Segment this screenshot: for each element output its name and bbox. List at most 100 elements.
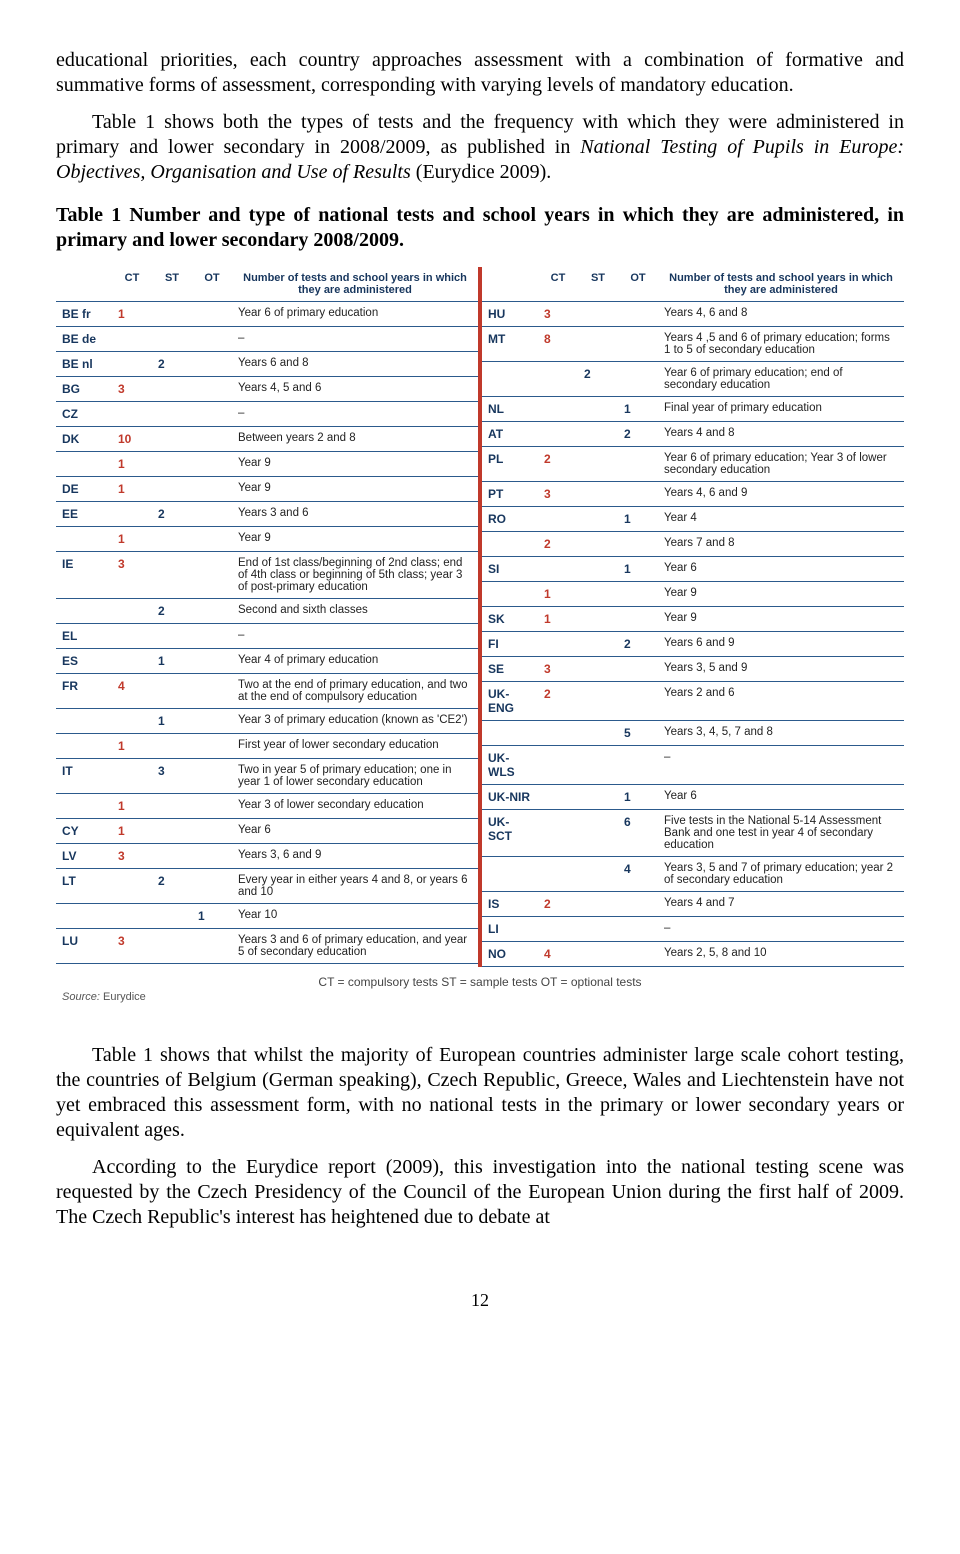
th-st: ST — [578, 267, 618, 302]
country-code-cell — [56, 599, 112, 624]
table-row: 5Years 3, 4, 5, 7 and 8 — [482, 721, 904, 746]
ot-cell: 4 — [618, 857, 658, 892]
table-left-inner: CT ST OT Number of tests and school year… — [56, 267, 478, 964]
ot-cell — [192, 674, 232, 709]
ct-cell: 1 — [112, 302, 152, 327]
ct-cell: 4 — [538, 942, 578, 967]
country-code-cell: RO — [482, 507, 538, 532]
ct-cell — [538, 557, 578, 582]
ct-cell — [538, 810, 578, 857]
desc-cell: Years 2, 5, 8 and 10 — [658, 942, 904, 967]
desc-cell: Year 6 of primary education; end of seco… — [658, 362, 904, 397]
country-code-cell: DE — [56, 477, 112, 502]
desc-cell: Years 4, 6 and 8 — [658, 302, 904, 327]
ot-cell — [618, 917, 658, 942]
ct-cell — [538, 507, 578, 532]
ct-cell: 3 — [538, 302, 578, 327]
st-cell — [578, 397, 618, 422]
ct-cell — [112, 599, 152, 624]
table-row: MT8Years 4 ,5 and 6 of primary education… — [482, 327, 904, 362]
country-code-cell — [482, 721, 538, 746]
st-cell — [578, 746, 618, 785]
country-code-cell — [482, 857, 538, 892]
st-cell — [578, 632, 618, 657]
country-code-cell: FI — [482, 632, 538, 657]
country-code-cell: LV — [56, 844, 112, 869]
ct-cell — [538, 721, 578, 746]
ot-cell — [192, 302, 232, 327]
table-row: 2 Years 7 and 8 — [482, 532, 904, 557]
table-row: RO1Year 4 — [482, 507, 904, 532]
intro-para-2: Table 1 shows both the types of tests an… — [56, 110, 904, 185]
desc-cell: Year 9 — [658, 607, 904, 632]
st-cell — [152, 452, 192, 477]
country-code-cell: IE — [56, 552, 112, 599]
st-cell — [578, 422, 618, 447]
source-label: Source: — [62, 991, 100, 1003]
desc-cell: Year 3 of lower secondary education — [232, 794, 478, 819]
ot-cell — [618, 327, 658, 362]
page-number: 12 — [56, 1290, 904, 1311]
ot-cell — [192, 759, 232, 794]
desc-cell: – — [658, 746, 904, 785]
table-row: IS2Years 4 and 7 — [482, 892, 904, 917]
ct-cell — [112, 624, 152, 649]
desc-cell: Years 3 and 6 of primary education, and … — [232, 929, 478, 964]
desc-cell: Year 6 of primary education; Year 3 of l… — [658, 447, 904, 482]
country-code-cell: LT — [56, 869, 112, 904]
st-cell — [152, 302, 192, 327]
country-code-cell — [482, 582, 538, 607]
st-cell — [578, 607, 618, 632]
table-right-inner: CT ST OT Number of tests and school year… — [482, 267, 904, 967]
country-code-cell: SI — [482, 557, 538, 582]
desc-cell: Years 6 and 8 — [232, 352, 478, 377]
country-code-cell: BE de — [56, 327, 112, 352]
ot-cell — [618, 892, 658, 917]
desc-cell: Year 9 — [232, 452, 478, 477]
ct-cell: 2 — [538, 532, 578, 557]
desc-cell: – — [232, 327, 478, 352]
table-wrap: CT ST OT Number of tests and school year… — [56, 267, 904, 967]
desc-cell: Year 10 — [232, 904, 478, 929]
st-cell — [578, 557, 618, 582]
table-row: FR4Two at the end of primary education, … — [56, 674, 478, 709]
table-caption: Table 1 Number and type of national test… — [56, 203, 904, 253]
st-cell: 2 — [152, 869, 192, 904]
country-code-cell — [56, 734, 112, 759]
desc-cell: Final year of primary education — [658, 397, 904, 422]
country-code-cell: DK — [56, 427, 112, 452]
desc-cell: Years 7 and 8 — [658, 532, 904, 557]
ct-cell: 3 — [538, 482, 578, 507]
table-row: SK1Year 9 — [482, 607, 904, 632]
table-row: 4Years 3, 5 and 7 of primary education; … — [482, 857, 904, 892]
st-cell — [578, 582, 618, 607]
ot-cell — [192, 734, 232, 759]
st-cell — [578, 917, 618, 942]
country-code-cell — [482, 362, 538, 397]
ot-cell: 1 — [618, 397, 658, 422]
country-code-cell: EL — [56, 624, 112, 649]
table-row: IT3Two in year 5 of primary education; o… — [56, 759, 478, 794]
country-code-cell: CZ — [56, 402, 112, 427]
table-row: UK-ENG2Years 2 and 6 — [482, 682, 904, 721]
table-row: BE nl2Years 6 and 8 — [56, 352, 478, 377]
desc-cell: Year 9 — [658, 582, 904, 607]
table-row: BE de – — [56, 327, 478, 352]
ct-cell: 1 — [538, 582, 578, 607]
country-code-cell: CY — [56, 819, 112, 844]
st-cell: 2 — [152, 599, 192, 624]
ot-cell: 1 — [618, 507, 658, 532]
country-code-cell: IS — [482, 892, 538, 917]
ot-cell — [192, 844, 232, 869]
desc-cell: Two in year 5 of primary education; one … — [232, 759, 478, 794]
ot-cell — [618, 362, 658, 397]
st-cell — [578, 810, 618, 857]
table-row: PL2Year 6 of primary education; Year 3 o… — [482, 447, 904, 482]
table-row: 1Year 9 — [56, 452, 478, 477]
th-num: Number of tests and school years in whic… — [232, 267, 478, 302]
country-code-cell: NL — [482, 397, 538, 422]
ct-cell — [112, 402, 152, 427]
desc-cell: Years 3, 6 and 9 — [232, 844, 478, 869]
table-row: CZ– — [56, 402, 478, 427]
th-blank — [56, 267, 112, 302]
